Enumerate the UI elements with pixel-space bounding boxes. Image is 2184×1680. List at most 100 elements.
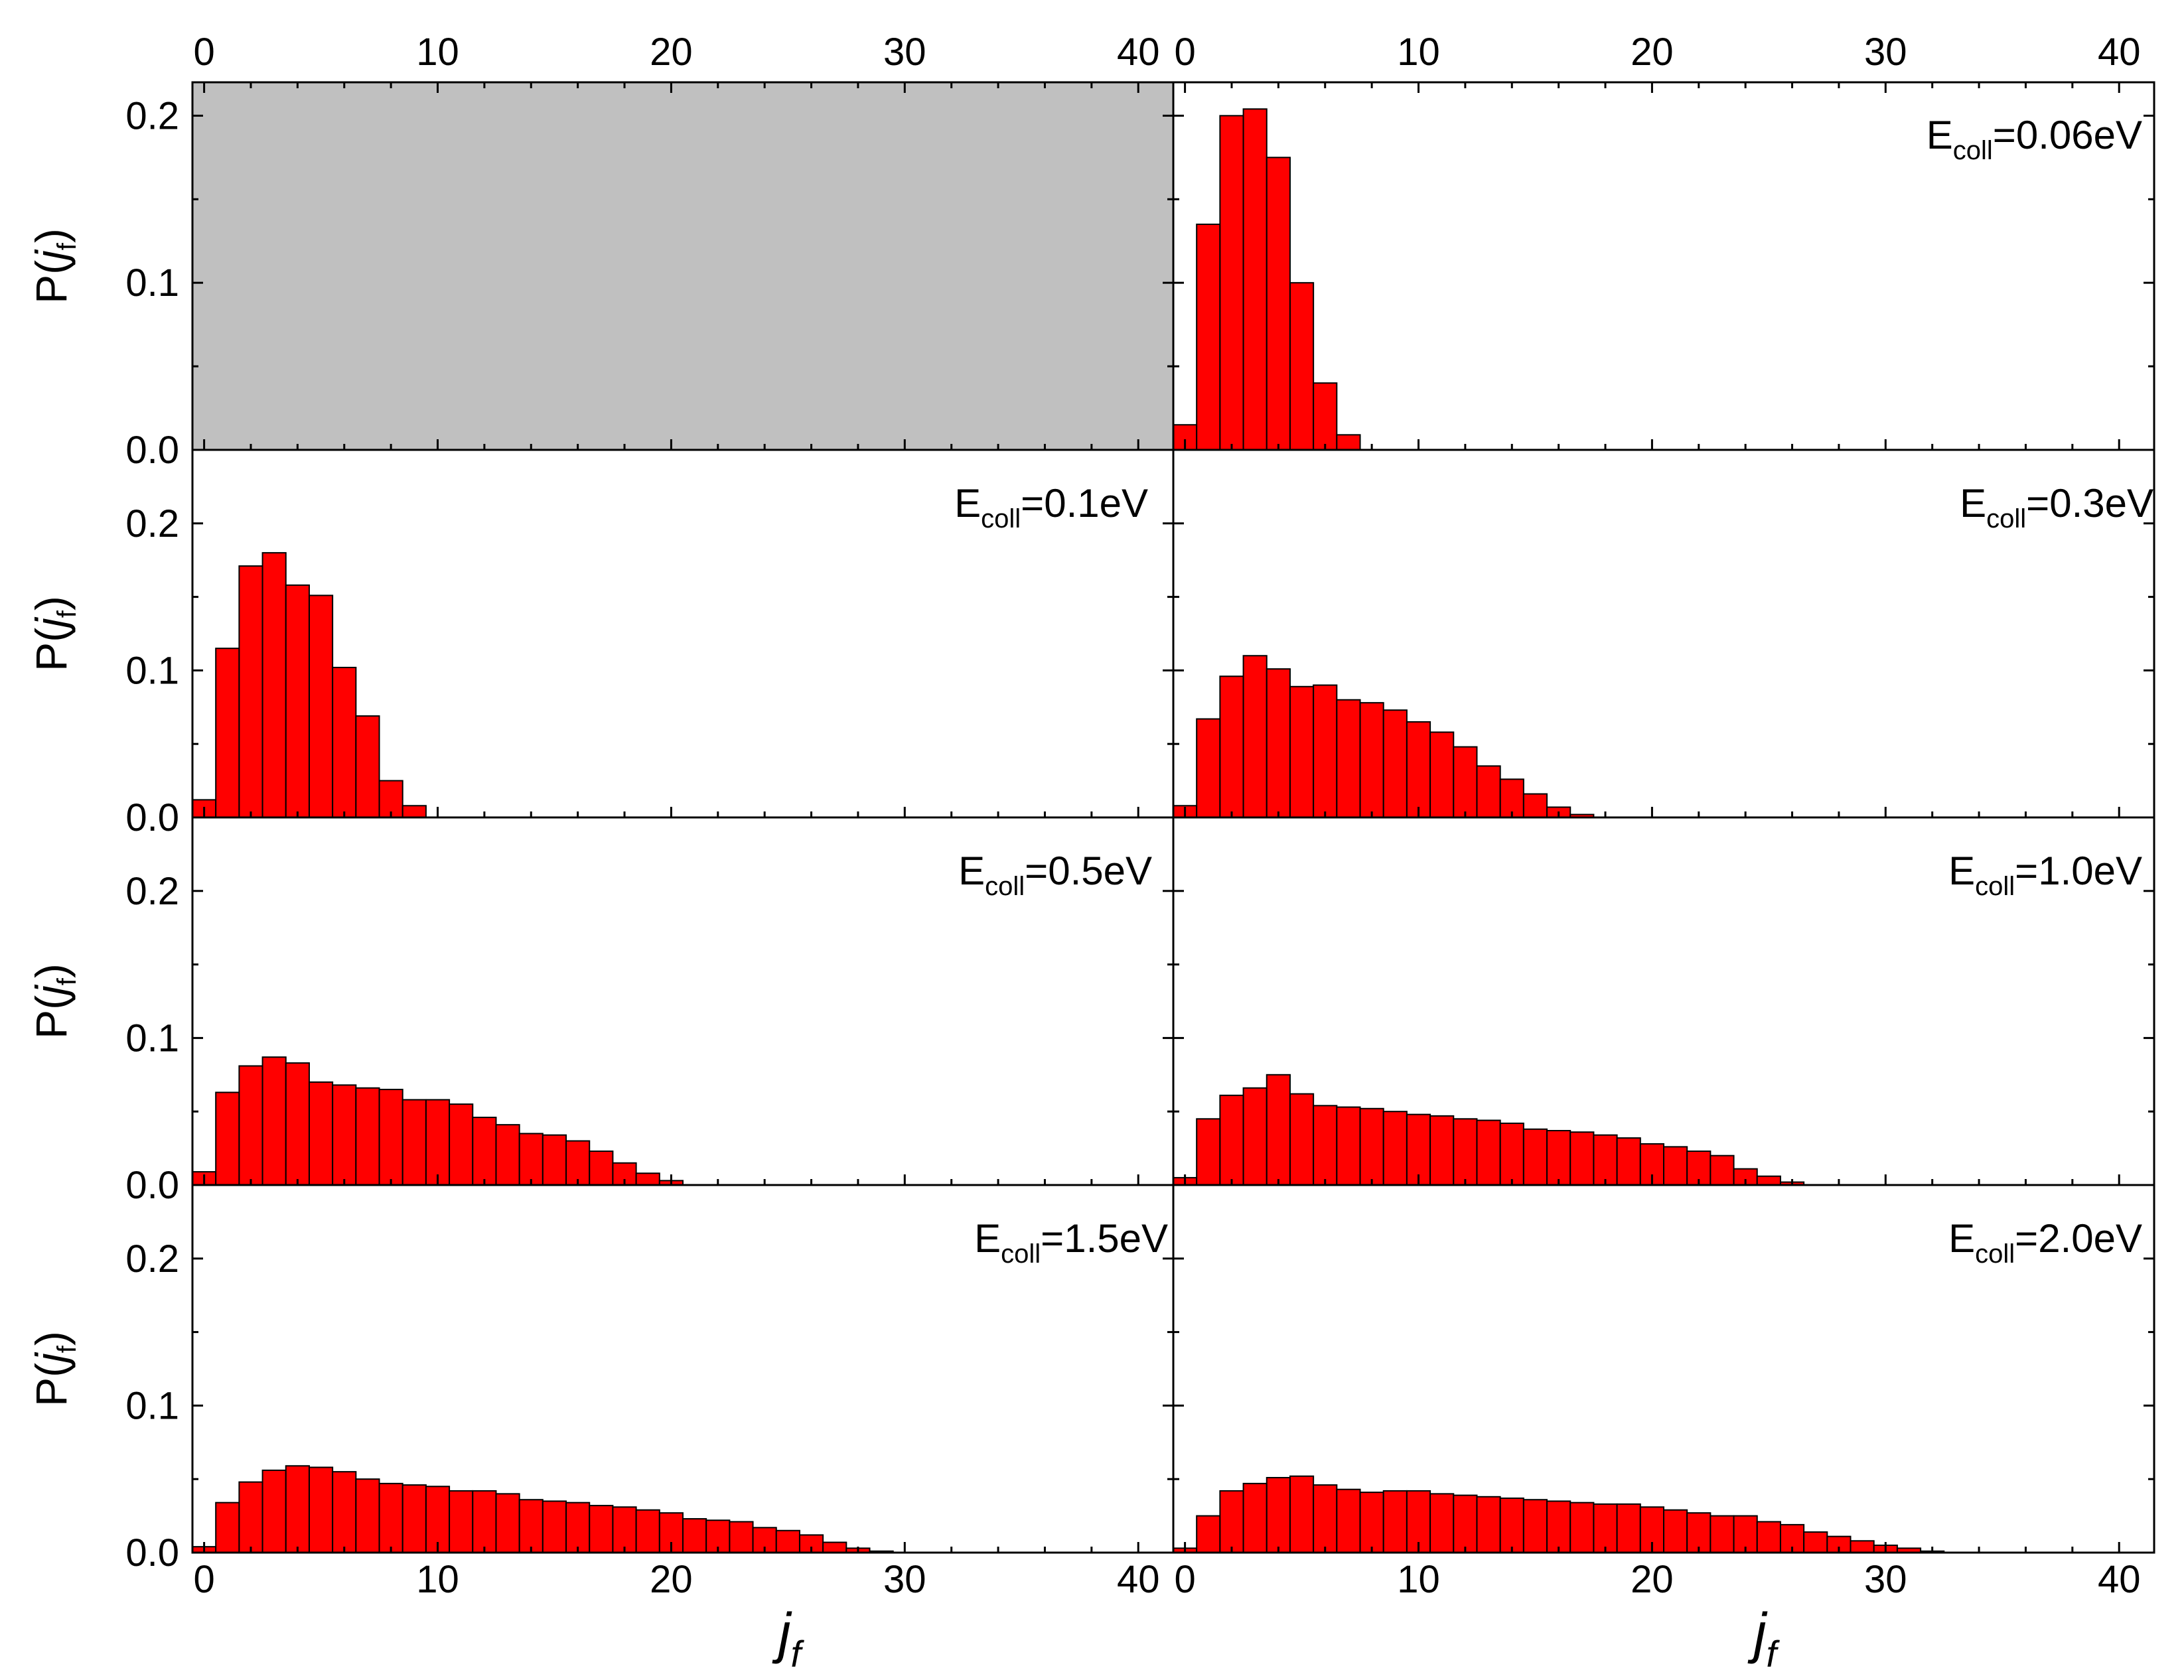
- y-title-prefix: P(: [27, 260, 76, 304]
- empty-panel-fill: [192, 82, 1173, 450]
- bar-j2: [1219, 1094, 1244, 1186]
- bar-j15: [1522, 793, 1548, 818]
- bar-j21: [1663, 1146, 1688, 1186]
- panel-row2-left: 0.0 0.1 0.2 Ecoll=0.1eV: [125, 449, 1175, 839]
- bar-j5: [1289, 282, 1315, 451]
- bar-j17: [1569, 1131, 1595, 1186]
- bar-j23: [1710, 1155, 1735, 1186]
- bar-j5: [1289, 1475, 1315, 1554]
- bar-j5: [308, 1081, 334, 1186]
- bar-j4: [1266, 1476, 1291, 1553]
- bar-j7: [1336, 1488, 1361, 1553]
- bar-j16: [565, 1140, 591, 1186]
- bar-j1: [215, 1502, 240, 1554]
- x-tick-label: 40: [1117, 31, 1160, 74]
- y-tick-label: 0.0: [125, 796, 179, 839]
- collision-energy-label: Ecoll=0.3eV: [1960, 481, 2153, 533]
- bar-j8: [1359, 702, 1384, 818]
- label-value: =2.0eV: [2015, 1216, 2142, 1261]
- label-prefix: E: [1948, 849, 1975, 893]
- x-tick-label: 10: [416, 1558, 459, 1601]
- bar-j2: [1219, 675, 1244, 818]
- bar-j11: [1429, 1493, 1455, 1554]
- y-tick-label: 0.1: [125, 1384, 179, 1427]
- bar-j10: [1406, 721, 1431, 818]
- x-tick-label: 10: [416, 31, 459, 74]
- label-value: =1.0eV: [2015, 849, 2142, 893]
- label-subscript: coll: [985, 872, 1025, 901]
- x-tick-label: 0: [1174, 1558, 1195, 1601]
- bar-j27: [1803, 1531, 1828, 1554]
- bar-j9: [1382, 1111, 1408, 1186]
- bar-j12: [472, 1117, 497, 1186]
- bar-j1: [215, 648, 240, 818]
- bar-j7: [355, 1087, 380, 1186]
- bar-j28: [1826, 1535, 1852, 1554]
- label-subscript: coll: [1986, 504, 2026, 533]
- bar-j10: [425, 1486, 451, 1554]
- panel-top-left: 0 10 20 30 40 0.0 0.1 0.2: [125, 31, 1175, 472]
- bar-j9: [401, 805, 427, 818]
- bar-j13: [495, 1493, 520, 1554]
- y-title-suffix: ): [27, 596, 76, 610]
- bar-j6: [1313, 684, 1338, 819]
- label-prefix: E: [1960, 481, 1986, 525]
- collision-energy-label: Ecoll=2.0eV: [1948, 1216, 2142, 1269]
- bar-j2: [1219, 115, 1244, 451]
- bar-j3: [261, 1469, 287, 1554]
- bar-j19: [1616, 1503, 1641, 1554]
- y-axis-title: P(jf): [27, 1331, 82, 1407]
- y-axis-title: P(jf): [27, 596, 82, 671]
- bar-j11: [1429, 1115, 1455, 1186]
- label-prefix: E: [954, 481, 981, 525]
- label-subscript: coll: [1953, 136, 1993, 165]
- label-subscript: coll: [981, 504, 1021, 533]
- label-prefix: E: [1927, 113, 1953, 157]
- figure-labels: P(jf)P(jf)P(jf)P(jf)jf jf: [27, 228, 1781, 1675]
- label-value: =0.3eV: [2026, 481, 2153, 525]
- label-value: =0.1eV: [1021, 481, 1148, 525]
- bar-j15: [542, 1500, 567, 1553]
- bar-j19: [635, 1172, 660, 1186]
- collision-energy-label: Ecoll=1.5eV: [974, 1216, 1168, 1269]
- bar-j4: [1266, 157, 1291, 451]
- y-title-prefix: P(: [27, 628, 76, 671]
- y-tick-label: 0.1: [125, 261, 179, 305]
- bar-j12: [1453, 1118, 1478, 1186]
- bar-j4: [285, 1062, 310, 1186]
- bar-j14: [1499, 1122, 1524, 1186]
- y-title-sub: f: [52, 242, 82, 250]
- y-title-suffix: ): [27, 963, 76, 978]
- bar-j4: [285, 1465, 310, 1554]
- panel-row3-right: Ecoll=1.0eV: [1172, 816, 2155, 1186]
- y-tick-label: 0.1: [125, 1016, 179, 1060]
- bar-j15: [1522, 1128, 1548, 1186]
- y-title-sub: f: [52, 610, 82, 618]
- y-tick-label: 0.2: [125, 502, 179, 545]
- bar-j6: [332, 1084, 357, 1186]
- bar-j2: [238, 1065, 263, 1186]
- bar-j27: [822, 1541, 847, 1554]
- bar-j11: [1429, 731, 1455, 819]
- y-title-suffix: ): [27, 1331, 76, 1346]
- y-tick-label: 0.2: [125, 870, 179, 913]
- bar-j5: [308, 1466, 334, 1553]
- y-title-prefix: P(: [27, 995, 76, 1039]
- label-value: =0.5eV: [1025, 849, 1152, 893]
- bar-j25: [1756, 1521, 1781, 1554]
- bar-j12: [472, 1490, 497, 1553]
- x-tick-label: 20: [650, 31, 693, 74]
- collision-energy-label: Ecoll=0.5eV: [958, 849, 1152, 901]
- bar-j8: [1359, 1107, 1384, 1186]
- bar-j7: [355, 715, 380, 818]
- bar-j14: [518, 1133, 544, 1186]
- y-tick-label: 0.0: [125, 1164, 179, 1207]
- bar-j8: [378, 1088, 403, 1186]
- label-value: =1.5eV: [1041, 1216, 1168, 1261]
- bar-j10: [425, 1099, 451, 1186]
- label-prefix: E: [974, 1216, 1001, 1261]
- x-tick-label: 30: [883, 1558, 926, 1601]
- bar-j15: [542, 1134, 567, 1186]
- bar-j4: [1266, 1074, 1291, 1186]
- label-subscript: coll: [1975, 872, 2015, 901]
